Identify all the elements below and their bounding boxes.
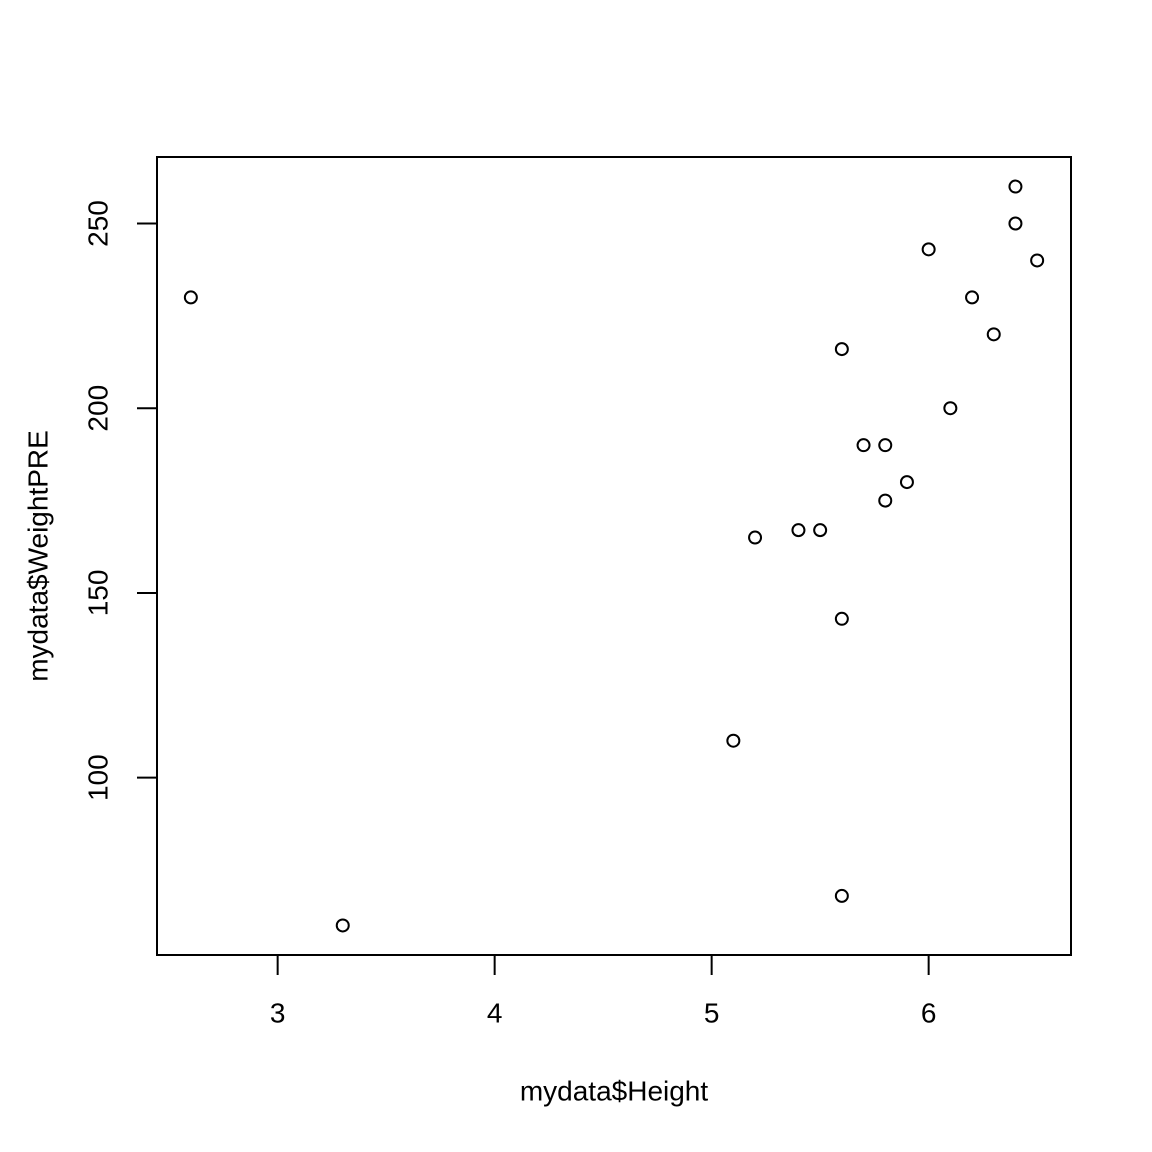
y-tick-label: 150 [82, 570, 113, 617]
point [813, 523, 828, 538]
point [748, 530, 763, 545]
x-axis-label: mydata$Height [520, 1075, 709, 1106]
point [856, 438, 871, 453]
point [899, 475, 914, 490]
point [878, 438, 893, 453]
point [986, 327, 1001, 342]
x-tick-label: 5 [704, 997, 720, 1028]
point [965, 290, 980, 305]
x-tick-label: 6 [921, 997, 937, 1028]
y-tick-label: 100 [82, 754, 113, 801]
x-tick-label: 4 [487, 997, 503, 1028]
point [183, 290, 198, 305]
point [834, 888, 849, 903]
point [878, 493, 893, 508]
point [726, 733, 741, 748]
y-axis-label: mydata$WeightPRE [22, 430, 53, 682]
point [834, 342, 849, 357]
point [1008, 179, 1023, 194]
plot-frame [156, 156, 1072, 956]
y-tick-label: 200 [82, 385, 113, 432]
point [335, 918, 350, 933]
point [943, 401, 958, 416]
point [1030, 253, 1045, 268]
point [834, 611, 849, 626]
point [1008, 216, 1023, 231]
y-tick-label: 250 [82, 200, 113, 247]
point [921, 242, 936, 257]
x-tick-label: 3 [270, 997, 286, 1028]
point [791, 523, 806, 538]
